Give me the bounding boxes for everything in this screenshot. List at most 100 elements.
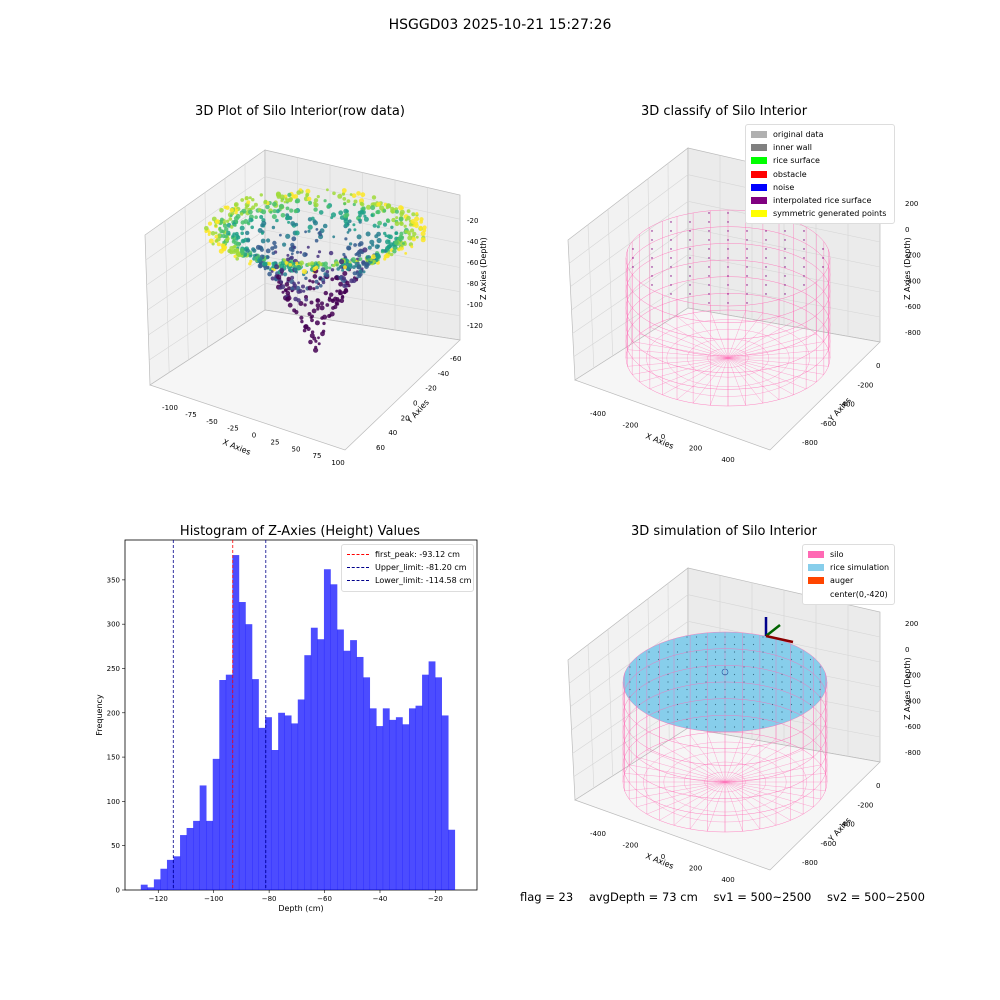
rice-sim-point: [686, 681, 688, 683]
data-point: [270, 270, 274, 273]
data-point: [254, 215, 258, 219]
data-point: [361, 260, 366, 265]
x-tick-label: -400: [590, 410, 606, 418]
rice-sim-point: [733, 666, 736, 668]
data-point: [239, 225, 245, 231]
classify-3d-plot[interactable]: -400 -200 0 200 400 0 -200 -400 -600 -800 200 0 -200…: [500, 0, 1000, 500]
data-point: [341, 294, 345, 298]
hist-bar: [180, 835, 187, 890]
rice-sim-point: [781, 673, 783, 676]
silo-floor-spoke: [632, 341, 729, 359]
y-tick-label: -20: [425, 385, 436, 393]
silo-floor-spoke: [724, 749, 804, 783]
rice-sim-point: [743, 703, 745, 706]
data-point: [422, 225, 427, 230]
data-point: [415, 212, 419, 215]
data-point: [399, 221, 403, 225]
hist-bar: [330, 584, 338, 890]
rice-sim-point: [724, 726, 726, 728]
data-point: [330, 268, 335, 272]
hist-bar: [441, 715, 449, 890]
data-point: [233, 223, 237, 227]
legend-rice-surface: rice surface: [751, 154, 889, 167]
data-point: [287, 192, 292, 197]
hist-bar: [193, 820, 200, 890]
rice-sim-point: [790, 673, 793, 676]
hist-bar: [291, 723, 299, 890]
data-point: [301, 284, 305, 289]
interpolated-point: [784, 275, 786, 277]
simulation-3d-plot[interactable]: -400 -200 0 200 400 0 -200 -400 -600 -800 200 0 -200…: [500, 500, 1000, 1000]
legend-label: original data: [773, 130, 824, 140]
rice-sim-point: [790, 703, 793, 706]
rice-sim-point: [724, 658, 726, 661]
data-point: [283, 200, 287, 204]
interpolated-point: [765, 284, 767, 286]
rice-sim-point: [809, 688, 812, 691]
silo-floor-spoke: [673, 738, 726, 783]
data-point: [320, 301, 324, 306]
data-point: [385, 218, 391, 224]
data-point: [328, 250, 334, 256]
data-point: [262, 261, 268, 267]
x-tick-label: -400: [590, 830, 606, 838]
data-point: [235, 241, 241, 247]
data-point: [356, 261, 360, 265]
data-point: [318, 210, 324, 215]
data-point: [360, 202, 365, 207]
data-point: [353, 228, 357, 232]
rice-sim-point: [686, 718, 688, 721]
y-tick-label: -600: [821, 420, 837, 428]
rice-sim-point: [752, 711, 755, 713]
histogram-chart[interactable]: −120 −100 −80 −60 −40 −20 0 50 100 150 200 250 300 35…: [0, 500, 500, 1000]
data-point: [250, 225, 254, 230]
data-point: [391, 217, 396, 223]
data-point: [310, 261, 315, 266]
data-point: [383, 231, 387, 236]
rice-sim-point: [638, 688, 641, 691]
silo-floor-spoke: [727, 357, 746, 406]
interpolated-point: [670, 257, 672, 259]
interpolated-point: [803, 239, 805, 241]
rice-sim-point: [657, 658, 660, 661]
data-point: [286, 253, 290, 257]
rice-sim-point: [724, 703, 726, 706]
data-point: [280, 284, 286, 290]
data-point: [367, 258, 371, 262]
data-point: [240, 198, 245, 202]
interpolated-point: [670, 266, 672, 268]
interpolated-point: [689, 284, 691, 286]
hist-bar: [225, 674, 233, 890]
data-point: [359, 209, 365, 215]
legend-upper-limit: Upper_limit: -81.20 cm: [347, 561, 468, 574]
raw-data-3d-plot[interactable]: -100-75-50-250255075100-60-40-200204060-…: [0, 0, 500, 500]
interpolated-point: [708, 248, 710, 250]
silo-floor-spoke: [646, 781, 726, 815]
data-point: [400, 206, 404, 210]
grid-line: [573, 281, 689, 357]
data-point: [285, 216, 290, 221]
rice-sim-point: [686, 711, 688, 713]
rice-sim-point: [781, 651, 783, 653]
data-point: [289, 208, 294, 213]
interpolated-point: [708, 221, 710, 223]
raw-ticks: -100-75-50-250255075100-60-40-200204060-…: [162, 217, 483, 467]
data-point: [317, 342, 321, 346]
hist-bar: [238, 602, 246, 890]
silo-floor-spoke: [624, 773, 726, 783]
data-point: [403, 224, 407, 228]
hist-bar: [323, 569, 331, 890]
data-point: [258, 245, 263, 250]
data-point: [375, 253, 381, 259]
data-point: [285, 233, 291, 239]
interpolated-point: [746, 275, 748, 277]
rice-sim-point: [733, 711, 736, 713]
data-point: [218, 248, 224, 254]
data-point: [304, 297, 309, 302]
data-point: [251, 198, 255, 202]
y-tick-label: 20: [401, 414, 410, 422]
data-point: [335, 263, 339, 267]
rice-sim-point: [629, 681, 631, 683]
data-point: [307, 224, 313, 230]
x-tick-label: 50: [292, 445, 301, 453]
